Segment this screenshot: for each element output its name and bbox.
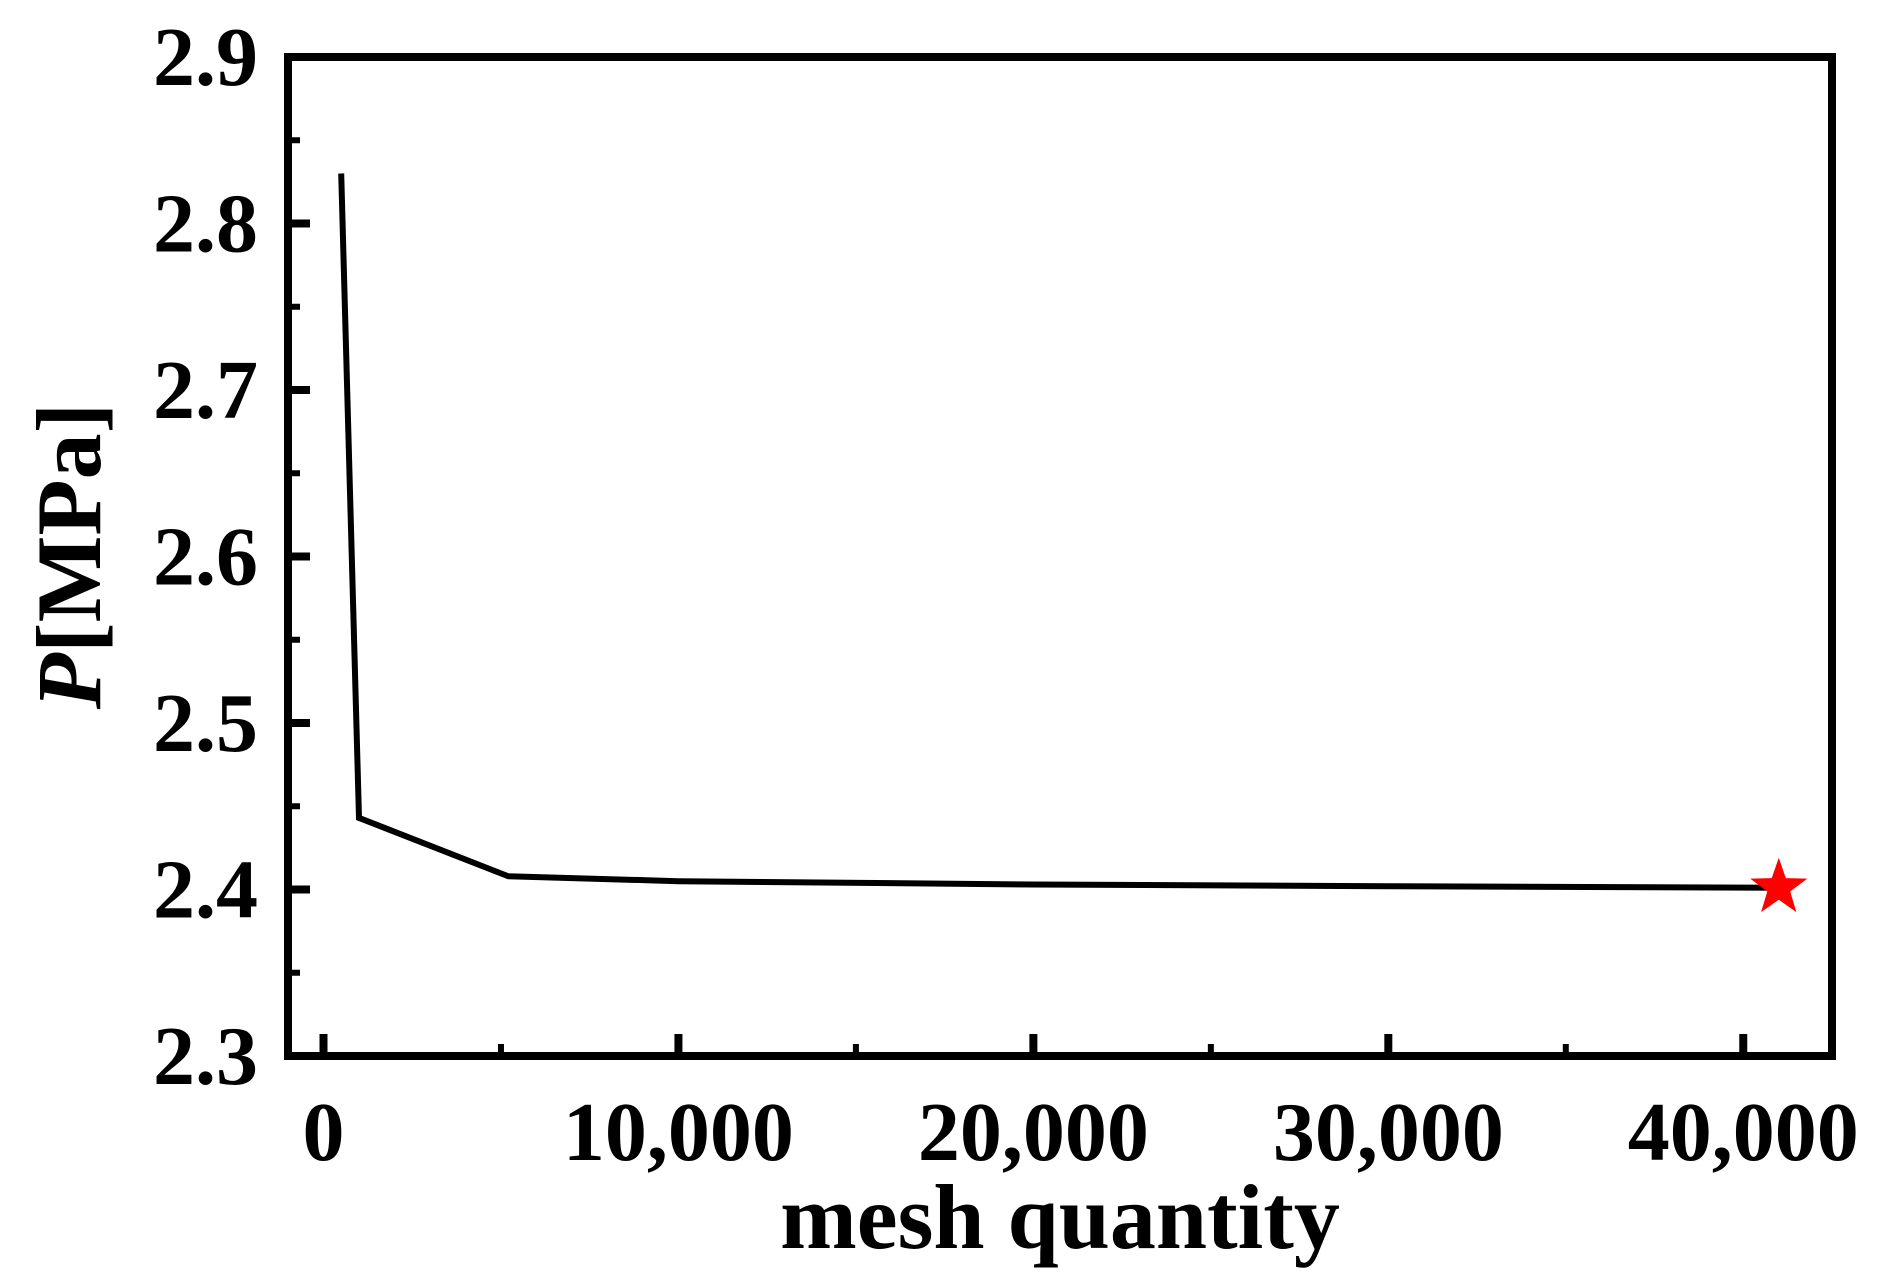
x-tick-label: 10,000 [563,1086,794,1179]
y-tick-label: 2.7 [153,344,258,437]
star-marker [1750,857,1808,913]
x-tick-label: 30,000 [1273,1086,1504,1179]
x-axis-title: mesh quantity [780,1166,1340,1268]
y-axis-symbol: P [18,652,120,710]
x-tick-label: 0 [302,1086,344,1179]
x-tick-label: 20,000 [918,1086,1149,1179]
series-line [338,173,1779,891]
y-tick-label: 2.3 [153,1010,258,1103]
y-axis-unit: [MPa] [18,403,120,653]
y-axis-title: P[MPa] [18,403,120,711]
x-axis-ticks: 0 10,000 20,000 30,000 40,000 [302,1034,1859,1179]
y-tick-label: 2.5 [153,677,258,770]
y-tick-label: 2.8 [153,178,258,271]
plot-frame [284,53,1836,1060]
series-group [338,173,1808,913]
y-axis-ticks: 2.3 2.4 2.5 2.6 2.7 2.8 2.9 [153,11,310,1103]
y-tick-label: 2.9 [153,11,258,104]
y-tick-label: 2.4 [153,844,258,937]
y-tick-label: 2.6 [153,511,258,604]
x-tick-label: 40,000 [1628,1086,1859,1179]
